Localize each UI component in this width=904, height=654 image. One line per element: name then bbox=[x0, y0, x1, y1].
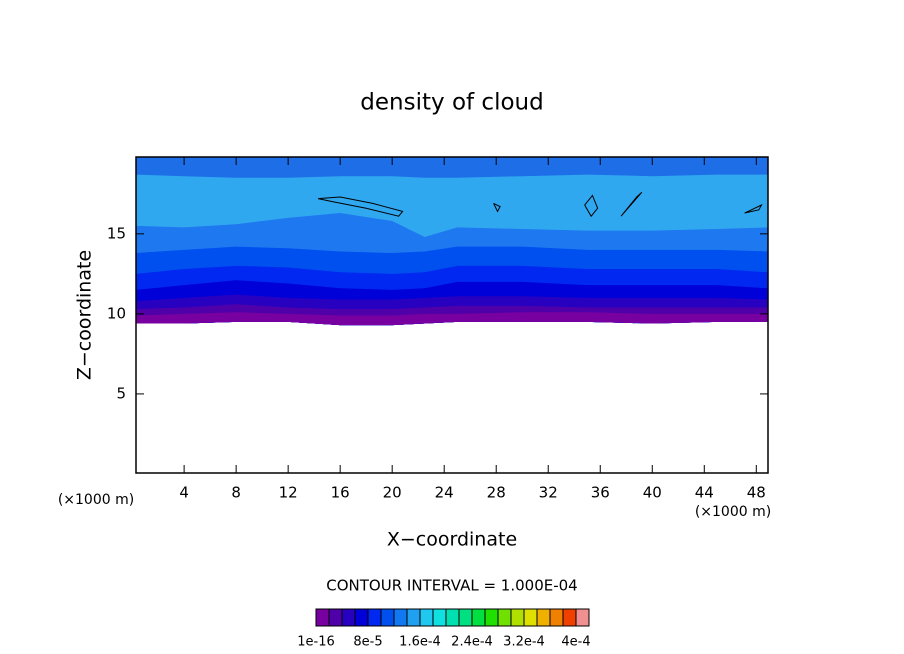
y-tick-label: 5 bbox=[116, 384, 126, 402]
colorbar-box bbox=[458, 608, 473, 627]
colorbar-box bbox=[315, 608, 330, 627]
colorbar-box bbox=[497, 608, 512, 627]
contour-line bbox=[493, 202, 501, 213]
x-tick-label: 48 bbox=[747, 484, 766, 502]
colorbar-box bbox=[354, 608, 369, 627]
contour-line bbox=[744, 203, 763, 214]
contour-line bbox=[620, 191, 643, 217]
y-tick-label: 10 bbox=[107, 304, 126, 322]
colorbar-box bbox=[523, 608, 538, 627]
colorbar-box bbox=[445, 608, 460, 627]
colorbar-label: 8e-5 bbox=[353, 635, 382, 650]
colorbar-label: 3.2e-4 bbox=[503, 635, 545, 650]
colorbar-box bbox=[328, 608, 343, 627]
x-tick-label: 44 bbox=[695, 484, 714, 502]
colorbar-box bbox=[393, 608, 408, 627]
colorbar-box bbox=[471, 608, 486, 627]
x-tick-label: 28 bbox=[487, 484, 506, 502]
colorbar-box bbox=[510, 608, 525, 627]
colorbar-label: 1.6e-4 bbox=[399, 635, 441, 650]
plot-frame bbox=[135, 156, 769, 474]
chart-title: density of cloud bbox=[360, 90, 543, 116]
x-tick-label: 36 bbox=[591, 484, 610, 502]
x-tick-label: 40 bbox=[643, 484, 662, 502]
colorbar-label: 1e-16 bbox=[297, 635, 335, 650]
contour-line bbox=[317, 196, 404, 217]
colorbar-box bbox=[575, 608, 590, 627]
x-tick-label: 12 bbox=[279, 484, 298, 502]
colorbar-box bbox=[484, 608, 499, 627]
colorbar-label: 4e-4 bbox=[561, 635, 590, 650]
x-tick-label: 32 bbox=[539, 484, 558, 502]
contour-line bbox=[584, 194, 599, 218]
colorbar-box bbox=[341, 608, 356, 627]
y-unit: (×1000 m) bbox=[58, 492, 134, 508]
x-tick-label: 8 bbox=[231, 484, 241, 502]
colorbar-box bbox=[562, 608, 577, 627]
x-tick-label: 16 bbox=[331, 484, 350, 502]
x-axis-label: X−coordinate bbox=[387, 529, 517, 551]
colorbar-box bbox=[536, 608, 551, 627]
colorbar-box bbox=[432, 608, 447, 627]
x-tick-label: 24 bbox=[435, 484, 454, 502]
y-axis-label: Z−coordinate bbox=[74, 250, 96, 380]
x-tick-label: 4 bbox=[179, 484, 189, 502]
colorbar-box bbox=[406, 608, 421, 627]
x-tick-label: 20 bbox=[383, 484, 402, 502]
x-unit: (×1000 m) bbox=[695, 504, 771, 520]
contour-interval: CONTOUR INTERVAL = 1.000E-04 bbox=[326, 577, 577, 595]
colorbar-box bbox=[367, 608, 382, 627]
colorbar-box bbox=[380, 608, 395, 627]
colorbar-label: 2.4e-4 bbox=[451, 635, 493, 650]
y-tick-label: 15 bbox=[107, 224, 126, 242]
contour-band bbox=[136, 312, 768, 326]
colorbar-box bbox=[549, 608, 564, 627]
colorbar-box bbox=[419, 608, 434, 627]
